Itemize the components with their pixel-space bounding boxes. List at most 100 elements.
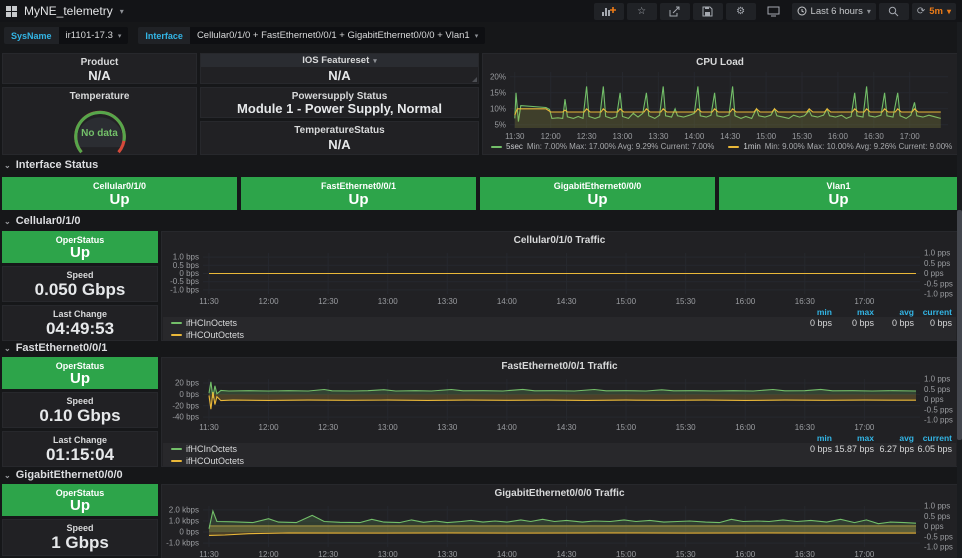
save-button[interactable]	[692, 2, 723, 20]
template-variables: SysName ir1101-17.3 ▾ Interface Cellular0…	[4, 27, 486, 44]
panel-title[interactable]: Speed	[66, 523, 94, 533]
dashboard-grid-icon[interactable]	[6, 5, 17, 17]
series-color-dash[interactable]	[171, 448, 182, 450]
svg-text:20%: 20%	[490, 72, 506, 81]
share-button[interactable]	[659, 2, 690, 20]
legend-sort-avg[interactable]: avg	[899, 307, 914, 317]
row-interface-status[interactable]: ⌄ Interface Status	[4, 159, 99, 171]
svg-text:16:30: 16:30	[795, 550, 816, 558]
panel-title[interactable]: GigabitEthernet0/0/0	[553, 181, 642, 191]
cellular-traffic-chart[interactable]: 11:30 12:00 12:30 13:00 13:30 14:00 14:30 15:00…	[163, 245, 956, 307]
refresh-button[interactable]: ⟳ 5m ▾	[911, 2, 956, 20]
interface-dropdown[interactable]: Cellular0/1/0 + FastEthernet0/0/1 + Giga…	[189, 27, 486, 44]
series-color-dash[interactable]	[171, 322, 182, 324]
legend-value: 0 bps	[809, 444, 832, 454]
panel-title[interactable]: CPU Load	[696, 57, 744, 68]
row-gigabit[interactable]: ⌄ GigabitEthernet0/0/0	[4, 469, 123, 481]
svg-text:11:30: 11:30	[199, 550, 219, 558]
add-panel-button[interactable]	[593, 2, 624, 20]
svg-text:16:00: 16:00	[828, 132, 849, 141]
svg-text:12:30: 12:30	[318, 423, 339, 432]
series-name: ifHCInOctets	[186, 318, 238, 328]
panel-title[interactable]: OperStatus	[55, 361, 105, 371]
svg-text:16:30: 16:30	[795, 297, 816, 306]
legend-sort-min[interactable]: min	[816, 307, 832, 317]
panel-title[interactable]: TemperatureStatus	[294, 125, 385, 136]
scrollbar-thumb[interactable]	[957, 210, 962, 440]
speed-value: 1 Gbps	[51, 533, 109, 552]
legend-sort-min[interactable]: min	[816, 433, 832, 443]
panel-title[interactable]: Speed	[66, 270, 94, 280]
series-color-dash[interactable]	[171, 460, 182, 462]
svg-text:14:30: 14:30	[556, 423, 577, 432]
panel-title[interactable]: Product	[80, 57, 119, 68]
panel-title[interactable]: Last Change	[52, 309, 107, 319]
panel-resize-handle[interactable]	[472, 77, 477, 82]
legend-item[interactable]: ifHCInOctets 0 bps 0 bps 0 bps 0 bps	[163, 317, 956, 329]
fastethernet-traffic-panel: FastEthernet0/0/1 Traffic 11:30 12:00 12:3…	[161, 357, 958, 467]
panel-title[interactable]: Vlan1	[826, 181, 851, 191]
panel-title[interactable]: OperStatus	[55, 235, 105, 245]
scrollbar-track[interactable]	[957, 22, 962, 558]
settings-button[interactable]: ⚙	[725, 2, 756, 20]
legend-item[interactable]: 1min Min: 9.00% Max: 10.00% Avg: 9.26% Cu…	[728, 142, 952, 151]
panel-title[interactable]: FastEthernet0/0/1 Traffic	[501, 361, 618, 372]
panel-title[interactable]: GigabitEthernet0/0/0 Traffic	[494, 488, 625, 499]
panel-title[interactable]: OperStatus	[55, 488, 105, 498]
panel-title[interactable]: Temperature	[69, 91, 130, 102]
panel-title[interactable]: Powersupply Status	[291, 91, 388, 102]
row-cellular[interactable]: ⌄ Cellular0/1/0	[4, 215, 81, 227]
svg-text:1.0 pps: 1.0 pps	[924, 375, 950, 384]
fastethernet-speed-panel: Speed 0.10 Gbps	[2, 392, 158, 428]
panel-title[interactable]: Last Change	[52, 435, 107, 445]
gauge-arc	[73, 110, 126, 154]
panel-title[interactable]: Cellular0/1/0 Traffic	[513, 235, 606, 246]
svg-text:10%: 10%	[490, 104, 506, 113]
row-collapse-icon: ⌄	[4, 343, 11, 353]
refresh-icon: ⟳	[916, 5, 926, 17]
legend-sort-current[interactable]: current	[922, 433, 952, 443]
series-color-dash	[491, 145, 502, 148]
cpu-load-chart[interactable]: 11:30 12:00 12:30 13:00 13:30 14:00 14:30 15:00…	[484, 67, 956, 142]
legend-sort-max[interactable]: max	[856, 307, 874, 317]
chart-legend: min max avg current ifHCInOctets 0 bps 0 bps 0 …	[163, 307, 956, 340]
svg-text:-1.0 pps: -1.0 pps	[924, 416, 953, 425]
legend-sort-avg[interactable]: avg	[899, 433, 914, 443]
gigabit-traffic-chart[interactable]: 11:30 12:00 12:30 13:00 13:30 14:00 14:30 15:00…	[163, 498, 956, 558]
svg-text:14:00: 14:00	[497, 550, 518, 558]
legend-sort-current[interactable]: current	[922, 307, 952, 317]
svg-text:-0.5 pps: -0.5 pps	[924, 279, 953, 288]
cellular-last-change-panel: Last Change 04:49:53	[2, 305, 158, 341]
legend-sort-max[interactable]: max	[856, 433, 874, 443]
fastethernet-traffic-chart[interactable]: 11:30 12:00 12:30 13:00 13:30 14:00 14:30 15:00…	[163, 371, 956, 433]
panel-title[interactable]: FastEthernet0/0/1	[320, 181, 397, 191]
svg-text:13:30: 13:30	[648, 132, 669, 141]
legend-item[interactable]: 5sec Min: 7.00% Max: 17.00% Avg: 9.29% Cu…	[491, 142, 714, 151]
star-button[interactable]: ☆	[626, 2, 657, 20]
panel-title[interactable]: Speed	[66, 396, 94, 406]
time-range-button[interactable]: Last 6 hours ▾	[791, 2, 876, 20]
sysname-dropdown[interactable]: ir1101-17.3 ▾	[58, 27, 129, 44]
temperature-panel: Temperature No data	[2, 87, 197, 155]
svg-text:13:00: 13:00	[378, 297, 399, 306]
row-fastethernet[interactable]: ⌄ FastEthernet0/0/1	[4, 342, 108, 354]
panel-title[interactable]: Cellular0/1/0	[92, 181, 147, 191]
dashboard-title-caret-icon[interactable]: ▾	[119, 6, 124, 16]
series-color-dash[interactable]	[171, 334, 182, 336]
legend-item[interactable]: ifHCOutOctets	[163, 329, 956, 340]
cycle-view-button[interactable]	[759, 3, 789, 20]
variable-interface: Interface Cellular0/1/0 + FastEthernet0/…	[138, 27, 486, 44]
gigabit-operstatus-panel: OperStatus Up	[2, 484, 158, 516]
svg-text:16:30: 16:30	[795, 423, 816, 432]
clock-icon	[797, 6, 807, 16]
legend-item[interactable]: ifHCInOctets 0 bps 15.87 bps 6.27 bps 6.05 b…	[163, 443, 956, 455]
status-value: Up	[109, 191, 130, 208]
legend-item[interactable]: ifHCOutOctets	[163, 455, 956, 466]
zoom-out-button[interactable]	[878, 2, 909, 20]
svg-text:-1.0 bps: -1.0 bps	[170, 285, 199, 294]
panel-title[interactable]: IOS Featureset ▾	[201, 54, 478, 67]
svg-text:14:00: 14:00	[497, 297, 518, 306]
cellular-traffic-panel: Cellular0/1/0 Traffic 11:30 12:00 12:30 13:…	[161, 231, 958, 341]
dashboard-title[interactable]: MyNE_telemetry	[24, 4, 113, 18]
svg-text:13:30: 13:30	[437, 423, 458, 432]
